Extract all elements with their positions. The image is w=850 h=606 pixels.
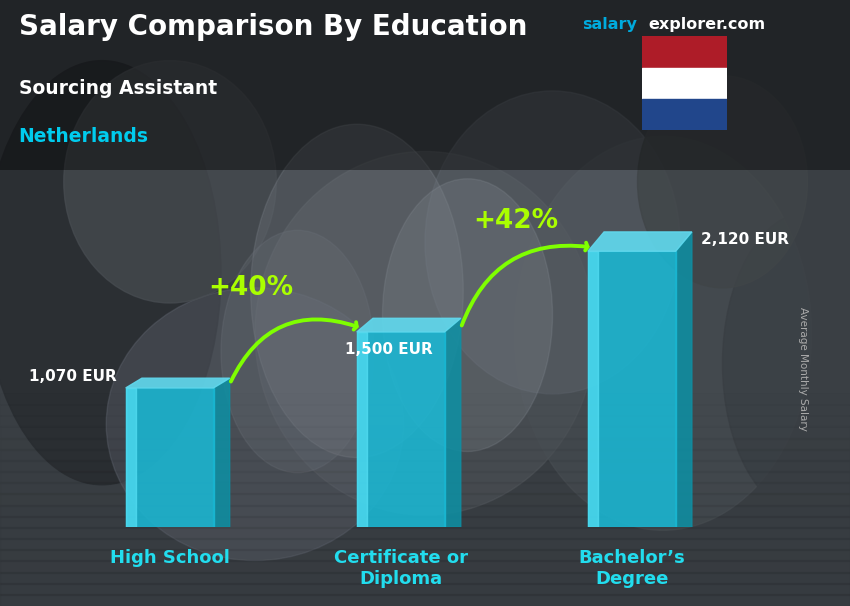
Bar: [0, 516, 850, 528]
Bar: [126, 388, 136, 527]
Bar: [357, 332, 367, 527]
Text: +42%: +42%: [473, 208, 558, 235]
Bar: [0, 538, 850, 550]
Ellipse shape: [221, 230, 374, 473]
Text: 1,070 EUR: 1,070 EUR: [29, 369, 116, 384]
Bar: [0, 438, 850, 450]
Bar: [0, 449, 850, 461]
Bar: [0, 415, 850, 427]
Bar: [642, 99, 727, 130]
Text: +40%: +40%: [208, 275, 293, 301]
Bar: [126, 388, 213, 527]
Bar: [0, 527, 850, 539]
Text: salary: salary: [582, 17, 638, 32]
Bar: [0, 393, 850, 405]
Bar: [0, 549, 850, 561]
Bar: [0, 382, 850, 394]
Ellipse shape: [64, 61, 276, 303]
Text: 1,500 EUR: 1,500 EUR: [345, 342, 433, 358]
Polygon shape: [357, 318, 461, 332]
Ellipse shape: [255, 152, 595, 515]
Bar: [642, 36, 727, 68]
Bar: [0, 493, 850, 505]
Bar: [0, 583, 850, 595]
Text: 2,120 EUR: 2,120 EUR: [701, 232, 789, 247]
Text: Sourcing Assistant: Sourcing Assistant: [19, 79, 217, 98]
Ellipse shape: [0, 61, 221, 485]
Ellipse shape: [425, 91, 680, 394]
Bar: [0, 460, 850, 472]
Bar: [0, 561, 850, 573]
Ellipse shape: [251, 124, 463, 458]
Text: Average Monthly Salary: Average Monthly Salary: [798, 307, 808, 431]
Polygon shape: [588, 232, 692, 251]
Bar: [0, 571, 850, 584]
Bar: [0, 427, 850, 439]
Bar: [0, 471, 850, 483]
Bar: [642, 68, 727, 99]
Polygon shape: [213, 378, 230, 527]
Bar: [0, 404, 850, 416]
Ellipse shape: [514, 136, 812, 530]
Polygon shape: [445, 318, 461, 527]
Bar: [0, 505, 850, 517]
Text: Netherlands: Netherlands: [19, 127, 149, 146]
Bar: [0, 482, 850, 494]
Polygon shape: [676, 232, 692, 527]
Ellipse shape: [382, 179, 552, 451]
Bar: [0, 594, 850, 606]
Bar: [357, 332, 445, 527]
Ellipse shape: [106, 288, 404, 561]
Text: Salary Comparison By Education: Salary Comparison By Education: [19, 13, 527, 41]
Ellipse shape: [722, 212, 850, 515]
Polygon shape: [126, 378, 230, 388]
Ellipse shape: [638, 76, 808, 288]
Bar: [588, 251, 676, 527]
Bar: [588, 251, 598, 527]
Text: explorer.com: explorer.com: [649, 17, 766, 32]
